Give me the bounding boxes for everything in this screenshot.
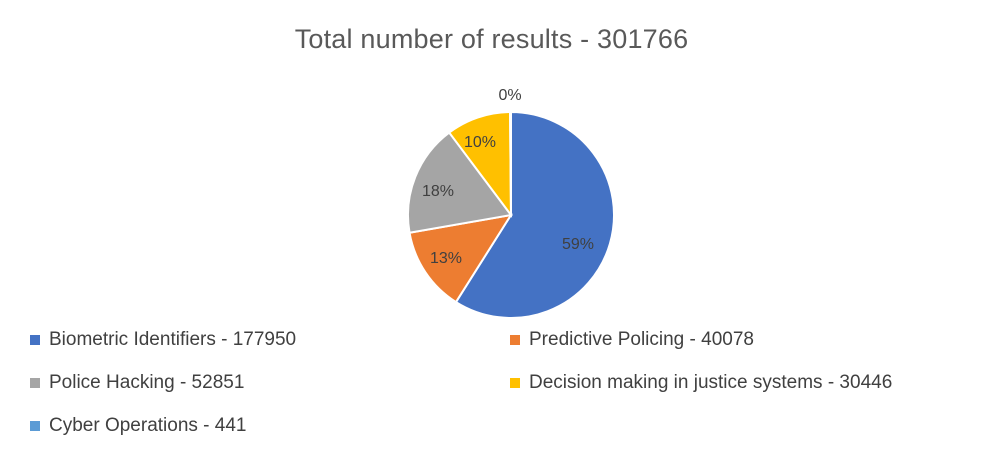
legend-item-1: Predictive Policing - 40078: [510, 329, 754, 351]
data-label-4: 0%: [498, 87, 521, 104]
data-label-1: 13%: [430, 250, 462, 267]
pie-slice-4: [509, 110, 512, 216]
legend-item-3: Decision making in justice systems - 304…: [510, 372, 892, 394]
legend-label: Biometric Identifiers - 177950: [49, 329, 297, 350]
legend-label: Predictive Policing - 40078: [529, 329, 754, 350]
legend-swatch: [30, 335, 40, 345]
legend-item-2: Police Hacking - 52851: [30, 372, 244, 394]
legend-label: Police Hacking - 52851: [49, 372, 245, 393]
data-label-2: 18%: [422, 183, 454, 200]
legend-swatch: [30, 378, 40, 388]
legend-item-4: Cyber Operations - 441: [30, 415, 247, 437]
pie-slice-0: [454, 110, 615, 319]
data-label-3: 10%: [464, 134, 496, 151]
pie-slice-1: [408, 213, 514, 304]
chart-title: Total number of results - 301766: [294, 24, 689, 54]
legend-label: Cyber Operations - 441: [49, 415, 247, 436]
legend-swatch: [510, 378, 520, 388]
pie-slice-2: [407, 131, 513, 234]
legend-item-0: Biometric Identifiers - 177950: [30, 329, 296, 351]
legend-swatch: [510, 335, 520, 345]
data-label-0: 59%: [562, 236, 594, 253]
legend-swatch: [30, 421, 40, 431]
legend-label: Decision making in justice systems - 304…: [529, 372, 893, 393]
